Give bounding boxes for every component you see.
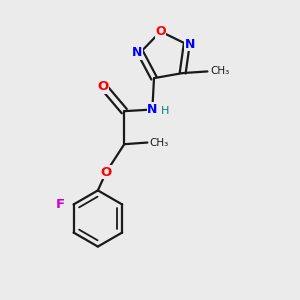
Text: O: O — [97, 80, 108, 93]
Text: CH₃: CH₃ — [149, 137, 168, 148]
Text: CH₃: CH₃ — [211, 66, 230, 76]
Text: N: N — [147, 103, 158, 116]
Text: O: O — [100, 166, 112, 179]
Text: O: O — [155, 25, 166, 38]
Text: N: N — [185, 38, 195, 51]
Text: N: N — [132, 46, 142, 59]
Text: H: H — [161, 106, 169, 116]
Text: F: F — [56, 198, 65, 211]
